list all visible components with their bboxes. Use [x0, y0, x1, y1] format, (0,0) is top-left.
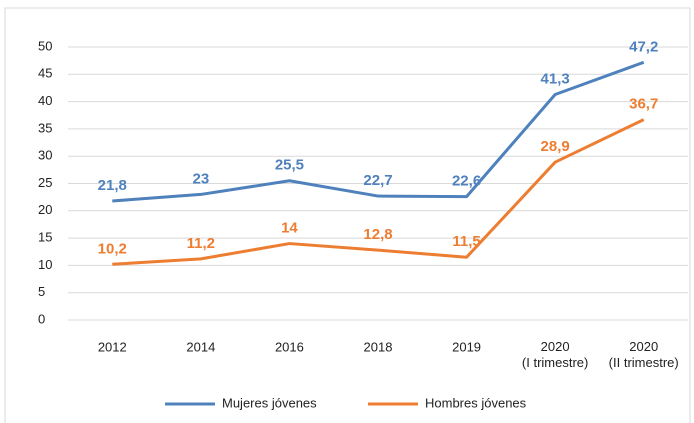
- frame: [4, 7, 691, 423]
- data-label: 10,2: [98, 240, 127, 257]
- data-label: 21,8: [98, 177, 127, 194]
- data-label: 25,5: [275, 157, 304, 174]
- y-tick-label: 45: [38, 66, 52, 81]
- data-label: 36,7: [629, 96, 658, 113]
- data-label: 11,2: [187, 235, 215, 252]
- y-tick-label: 10: [38, 257, 52, 272]
- y-tick-label: 30: [38, 148, 52, 163]
- x-tick-label: 2012: [98, 339, 127, 354]
- legend-label: Hombres jóvenes: [425, 395, 527, 410]
- x-tick-label: 2019: [452, 339, 481, 354]
- data-label: 28,9: [541, 138, 570, 155]
- y-tick-label: 40: [38, 93, 52, 108]
- data-label: 22,7: [363, 172, 392, 189]
- y-tick-label: 0: [38, 311, 45, 326]
- y-tick-label: 35: [38, 120, 52, 135]
- data-label: 12,8: [363, 226, 392, 243]
- y-tick-label: 20: [38, 202, 52, 217]
- y-tick-label: 15: [38, 230, 52, 245]
- y-tick-label: 50: [38, 38, 52, 53]
- data-label: 11,5: [452, 233, 480, 250]
- legend-label: Mujeres jóvenes: [222, 395, 317, 410]
- y-tick-label: 25: [38, 175, 52, 190]
- data-label: 47,2: [629, 38, 658, 55]
- x-tick-label: 2018: [364, 339, 393, 354]
- x-tick-label: 2020 (I trimestre): [522, 339, 588, 370]
- data-label: 41,3: [541, 70, 570, 87]
- series-line: [112, 118, 645, 266]
- x-tick-label: 2014: [186, 339, 215, 354]
- x-tick-label: 2020 (II trimestre): [609, 339, 679, 370]
- y-tick-label: 5: [38, 284, 45, 299]
- data-label: 14: [281, 220, 298, 237]
- data-label: 22,6: [452, 173, 481, 190]
- series-line: [112, 60, 645, 203]
- data-label: 23: [193, 170, 210, 187]
- x-tick-label: 2016: [275, 339, 304, 354]
